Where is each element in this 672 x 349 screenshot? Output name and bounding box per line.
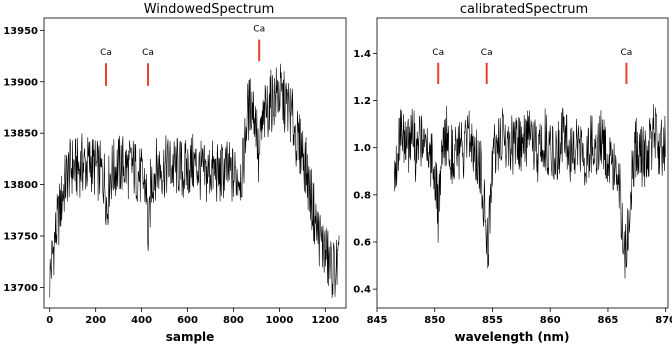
y-tick-label: 0.8 <box>353 190 371 201</box>
y-tick-label: 0.4 <box>353 285 371 296</box>
x-axis-label: sample <box>166 330 215 344</box>
x-tick-label: 0 <box>46 315 53 326</box>
element-label: Ca <box>100 48 112 58</box>
x-tick-label: 865 <box>598 315 619 326</box>
x-tick-label: 870 <box>655 315 672 326</box>
chart-title: calibratedSpectrum <box>460 2 588 17</box>
x-tick-label: 850 <box>424 315 445 326</box>
element-label: Ca <box>481 48 493 58</box>
x-tick-label: 800 <box>223 315 244 326</box>
x-tick-label: 855 <box>482 315 503 326</box>
y-tick-label: 13850 <box>3 129 38 140</box>
x-tick-label: 400 <box>131 315 152 326</box>
element-label: Ca <box>621 48 633 58</box>
element-label: Ca <box>253 25 265 35</box>
y-tick-label: 0.6 <box>353 237 371 248</box>
y-tick-label: 13800 <box>3 180 38 191</box>
x-tick-label: 845 <box>367 315 388 326</box>
x-tick-label: 860 <box>540 315 561 326</box>
y-tick-label: 1.0 <box>353 143 371 154</box>
x-tick-label: 1000 <box>265 315 293 326</box>
y-tick-label: 13900 <box>3 77 38 88</box>
y-tick-label: 13700 <box>3 283 38 294</box>
y-tick-label: 1.2 <box>353 96 371 107</box>
x-tick-label: 1200 <box>311 315 339 326</box>
element-label: Ca <box>432 48 444 58</box>
chart-title: WindowedSpectrum <box>144 2 275 17</box>
element-label: Ca <box>142 48 154 58</box>
y-tick-label: 13950 <box>3 26 38 37</box>
x-axis-label: wavelength (nm) <box>454 330 569 344</box>
y-tick-label: 1.4 <box>353 49 371 60</box>
y-tick-label: 13750 <box>3 232 38 243</box>
x-tick-label: 600 <box>177 315 198 326</box>
x-tick-label: 200 <box>85 315 106 326</box>
